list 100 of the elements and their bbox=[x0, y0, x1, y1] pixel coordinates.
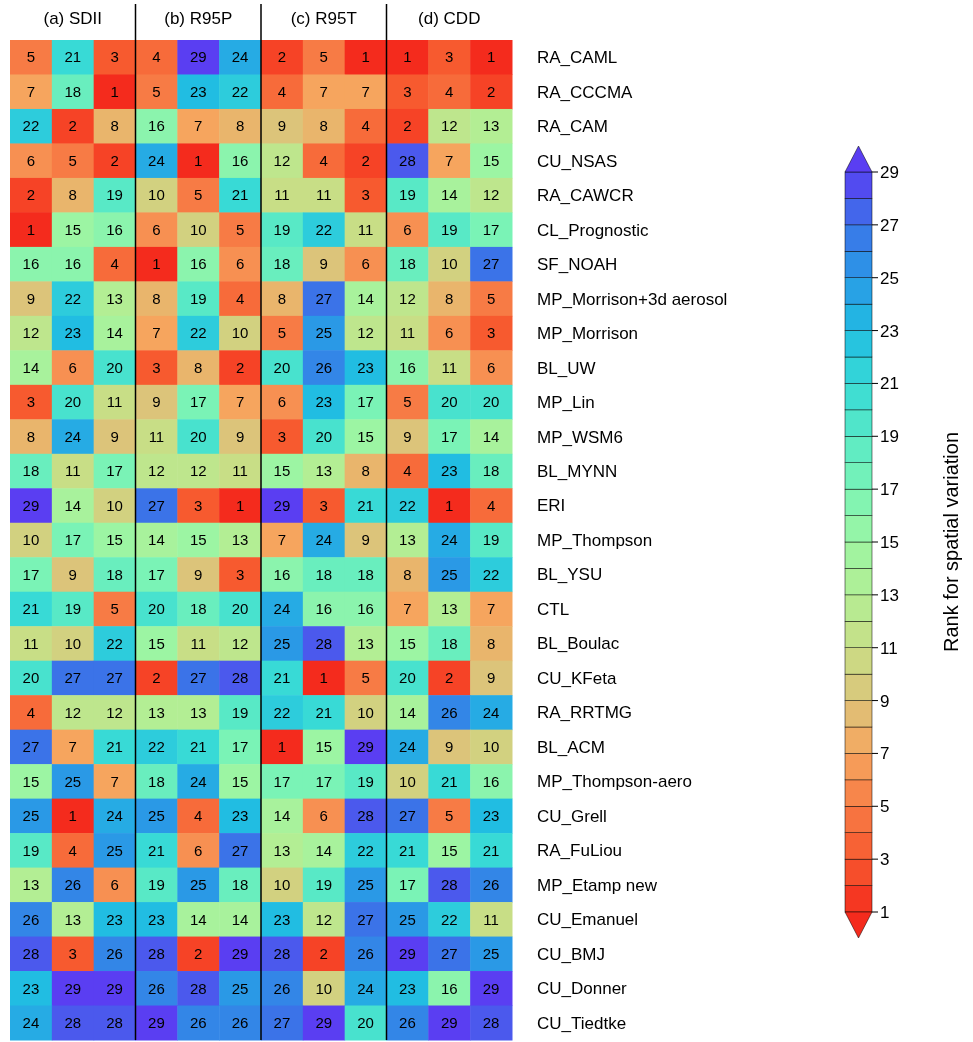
data-label: 17 bbox=[399, 876, 416, 894]
data-label: 25 bbox=[440, 565, 458, 583]
color-bar-label: 13 bbox=[880, 585, 899, 605]
data-label: 6 bbox=[194, 841, 203, 859]
data-label: 26 bbox=[482, 876, 500, 894]
data-label: 11 bbox=[441, 358, 458, 376]
data-label: 2 bbox=[445, 669, 454, 687]
data-label: 25 bbox=[315, 324, 333, 342]
data-label: 9 bbox=[361, 531, 370, 549]
data-label: 6 bbox=[152, 220, 161, 238]
data-label: 14 bbox=[440, 186, 458, 204]
data-label: 5 bbox=[194, 186, 203, 204]
data-label: 21 bbox=[148, 841, 165, 859]
data-label: 7 bbox=[235, 393, 245, 411]
y-tick-label: BL_Boulac bbox=[537, 634, 620, 654]
data-label: 29 bbox=[273, 496, 291, 514]
data-label: 4 bbox=[26, 703, 36, 721]
data-label: 3 bbox=[68, 945, 77, 963]
y-tick-label: MP_WSM6 bbox=[537, 427, 623, 447]
data-label: 13 bbox=[482, 117, 500, 135]
data-label: 10 bbox=[22, 531, 40, 549]
data-label: 11 bbox=[148, 427, 165, 445]
data-label: 28 bbox=[357, 807, 374, 825]
data-label: 19 bbox=[315, 876, 333, 894]
data-label: 8 bbox=[319, 117, 328, 135]
data-label: 16 bbox=[231, 151, 249, 169]
data-label: 8 bbox=[403, 565, 412, 583]
color-bar-label: 23 bbox=[880, 321, 899, 341]
y-tick-label: RA_FuLiou bbox=[537, 841, 623, 861]
color-bar-label: 7 bbox=[880, 744, 890, 764]
data-label: 18 bbox=[399, 255, 416, 273]
data-label: 11 bbox=[23, 634, 39, 652]
x-tick-label: (c) R95T bbox=[290, 9, 357, 28]
data-label: 14 bbox=[357, 289, 374, 307]
data-label: 10 bbox=[440, 255, 458, 273]
data-label: 26 bbox=[22, 910, 40, 928]
data-label: 10 bbox=[482, 738, 500, 756]
data-label: 25 bbox=[148, 807, 165, 825]
y-tick-label: MP_Lin bbox=[537, 393, 595, 413]
data-label: 17 bbox=[106, 462, 123, 480]
data-label: 6 bbox=[235, 255, 245, 273]
data-label: 10 bbox=[357, 703, 374, 721]
data-label: 21 bbox=[189, 738, 207, 756]
data-label: 25 bbox=[273, 634, 291, 652]
data-label: 11 bbox=[399, 324, 416, 342]
data-label: 21 bbox=[482, 841, 500, 859]
data-label: 2 bbox=[110, 151, 119, 169]
data-label: 19 bbox=[399, 186, 416, 204]
y-tick-label: CU_KFeta bbox=[537, 668, 617, 688]
data-label: 2 bbox=[403, 117, 412, 135]
data-label: 22 bbox=[148, 738, 165, 756]
data-label: 16 bbox=[189, 255, 207, 273]
data-label: 16 bbox=[148, 117, 165, 135]
color-bar-label: 27 bbox=[880, 215, 899, 235]
data-label: 4 bbox=[486, 496, 496, 514]
data-label: 2 bbox=[319, 945, 328, 963]
data-label: 18 bbox=[482, 462, 500, 480]
data-label: 23 bbox=[399, 979, 416, 997]
data-label: 23 bbox=[189, 82, 207, 100]
data-label: 8 bbox=[110, 117, 119, 135]
data-label: 4 bbox=[403, 462, 412, 480]
data-label: 28 bbox=[315, 634, 333, 652]
data-label: 6 bbox=[26, 151, 36, 169]
data-label: 18 bbox=[64, 82, 82, 100]
data-label: 17 bbox=[482, 220, 500, 238]
data-label: 19 bbox=[482, 531, 500, 549]
data-label: 14 bbox=[315, 841, 333, 859]
data-label: 21 bbox=[106, 738, 123, 756]
color-bar-label: 29 bbox=[880, 162, 899, 182]
data-label: 5 bbox=[68, 151, 77, 169]
data-label: 24 bbox=[148, 151, 165, 169]
data-label: 2 bbox=[26, 186, 36, 204]
data-label: 4 bbox=[110, 255, 119, 273]
data-label: 17 bbox=[273, 772, 291, 790]
color-bar-label: 25 bbox=[880, 268, 899, 288]
data-label: 11 bbox=[315, 186, 332, 204]
data-label: 5 bbox=[26, 48, 36, 66]
data-label: 1 bbox=[403, 48, 412, 66]
data-label: 17 bbox=[440, 427, 458, 445]
data-label: 15 bbox=[231, 772, 249, 790]
y-tick-label: BL_MYNN bbox=[537, 461, 618, 481]
data-label: 3 bbox=[277, 427, 287, 445]
data-label: 22 bbox=[357, 841, 374, 859]
data-label: 14 bbox=[273, 807, 291, 825]
color-bar-title: Rank for spatial variation bbox=[940, 431, 962, 653]
data-label: 8 bbox=[235, 117, 245, 135]
data-label: 5 bbox=[110, 600, 119, 618]
data-label: 19 bbox=[106, 186, 123, 204]
data-label: 15 bbox=[22, 772, 40, 790]
color-bar-label: 15 bbox=[880, 532, 899, 552]
data-label: 28 bbox=[106, 1014, 123, 1032]
data-label: 23 bbox=[357, 358, 374, 376]
data-label: 13 bbox=[399, 531, 416, 549]
data-label: 5 bbox=[235, 220, 245, 238]
y-tick-label: CL_Prognostic bbox=[537, 220, 649, 240]
data-label: 19 bbox=[440, 220, 458, 238]
data-label: 9 bbox=[26, 289, 36, 307]
data-label: 15 bbox=[357, 427, 374, 445]
data-label: 4 bbox=[445, 82, 454, 100]
data-label: 13 bbox=[64, 910, 82, 928]
